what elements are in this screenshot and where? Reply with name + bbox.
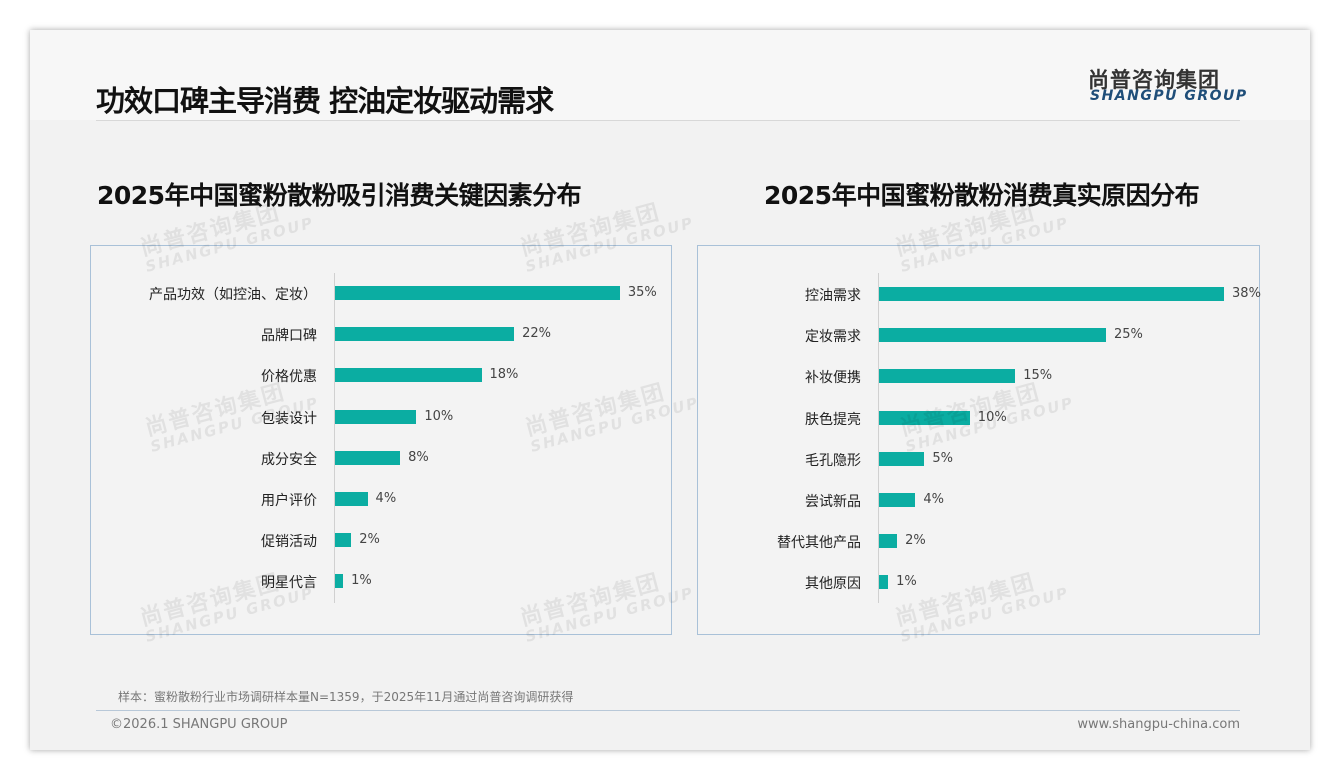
data-label: 10% [424, 408, 454, 424]
category-label: 用户评价 [261, 493, 317, 509]
header-divider [96, 120, 1240, 121]
category-label: 肤色提亮 [805, 411, 861, 428]
copyright: ©2026.1 SHANGPU GROUP [110, 717, 288, 732]
data-label: 2% [359, 532, 380, 548]
sample-note: 样本：蜜粉散粉行业市场调研样本量N=1359，于2025年11月通过尚普咨询调研… [118, 690, 574, 704]
bar [879, 410, 970, 425]
data-label: 25% [1114, 327, 1143, 343]
category-label: 品牌口碑 [261, 328, 317, 345]
category-label: 定妆需求 [805, 329, 861, 346]
bar [335, 286, 620, 300]
data-label: 5% [932, 450, 954, 466]
data-label: 4% [923, 492, 944, 507]
chart-panel-left: 产品功效（如控油、定妆） 35% 品牌口碑 22% 价格优惠 18% 包装设计 10% 成分安全… [90, 245, 672, 635]
bar [879, 493, 916, 507]
bar [879, 287, 1225, 301]
bar [335, 492, 368, 506]
data-label: 8% [408, 449, 429, 465]
chart-title-right: 2025年中国蜜粉散粉消费真实原因分布 [764, 181, 1200, 210]
category-label: 包装设计 [261, 410, 317, 427]
category-label: 明星代言 [261, 575, 317, 592]
bar [335, 533, 352, 548]
category-label: 尝试新品 [805, 494, 861, 510]
page-title: 功效口碑主导消费 控油定妆驱动需求 [96, 84, 554, 118]
data-label: 1% [351, 573, 372, 589]
data-label: 1% [896, 574, 917, 590]
y-axis [334, 273, 335, 603]
data-label: 4% [375, 491, 397, 506]
bar [879, 369, 1016, 384]
category-label: 产品功效（如控油、定妆） [149, 287, 317, 303]
category-label: 补妆便携 [805, 370, 861, 387]
data-label: 22% [522, 326, 551, 342]
category-label: 替代其他产品 [777, 535, 861, 552]
data-label: 18% [489, 367, 519, 383]
category-label: 促销活动 [261, 534, 317, 551]
bar [335, 368, 482, 383]
website-link[interactable]: www.shangpu-china.com [1077, 717, 1240, 732]
data-label: 15% [1023, 368, 1053, 384]
bar [879, 534, 898, 549]
category-label: 成分安全 [261, 451, 317, 468]
category-label: 价格优惠 [261, 369, 317, 386]
bar [879, 451, 925, 466]
bar [879, 575, 889, 590]
bar [335, 450, 401, 465]
data-label: 38% [1232, 286, 1261, 301]
footer-divider [96, 710, 1240, 711]
data-label: 35% [627, 285, 657, 300]
y-axis [878, 273, 879, 603]
logo-en: SHANGPU GROUP [1090, 88, 1248, 104]
data-label: 2% [905, 533, 926, 549]
slide: 功效口碑主导消费 控油定妆驱动需求 尚普咨询集团 SHANGPU GROUP 2… [30, 30, 1310, 750]
category-label: 其他原因 [805, 576, 861, 593]
chart-panel-right: 控油需求 38% 定妆需求 25% 补妆便携 15% 肤色提亮 10% 毛孔隐形 5% 尝试新品 4%… [697, 245, 1261, 635]
bar [335, 409, 417, 424]
bar [879, 328, 1106, 343]
bar [335, 574, 344, 589]
category-label: 毛孔隐形 [805, 452, 861, 469]
logo-cn: 尚普咨询集团 [1088, 68, 1220, 92]
data-label: 10% [977, 409, 1007, 425]
header [30, 30, 1310, 120]
chart-title-left: 2025年中国蜜粉散粉吸引消费关键因素分布 [97, 181, 582, 210]
category-label: 控油需求 [805, 288, 861, 304]
bar [335, 327, 515, 342]
